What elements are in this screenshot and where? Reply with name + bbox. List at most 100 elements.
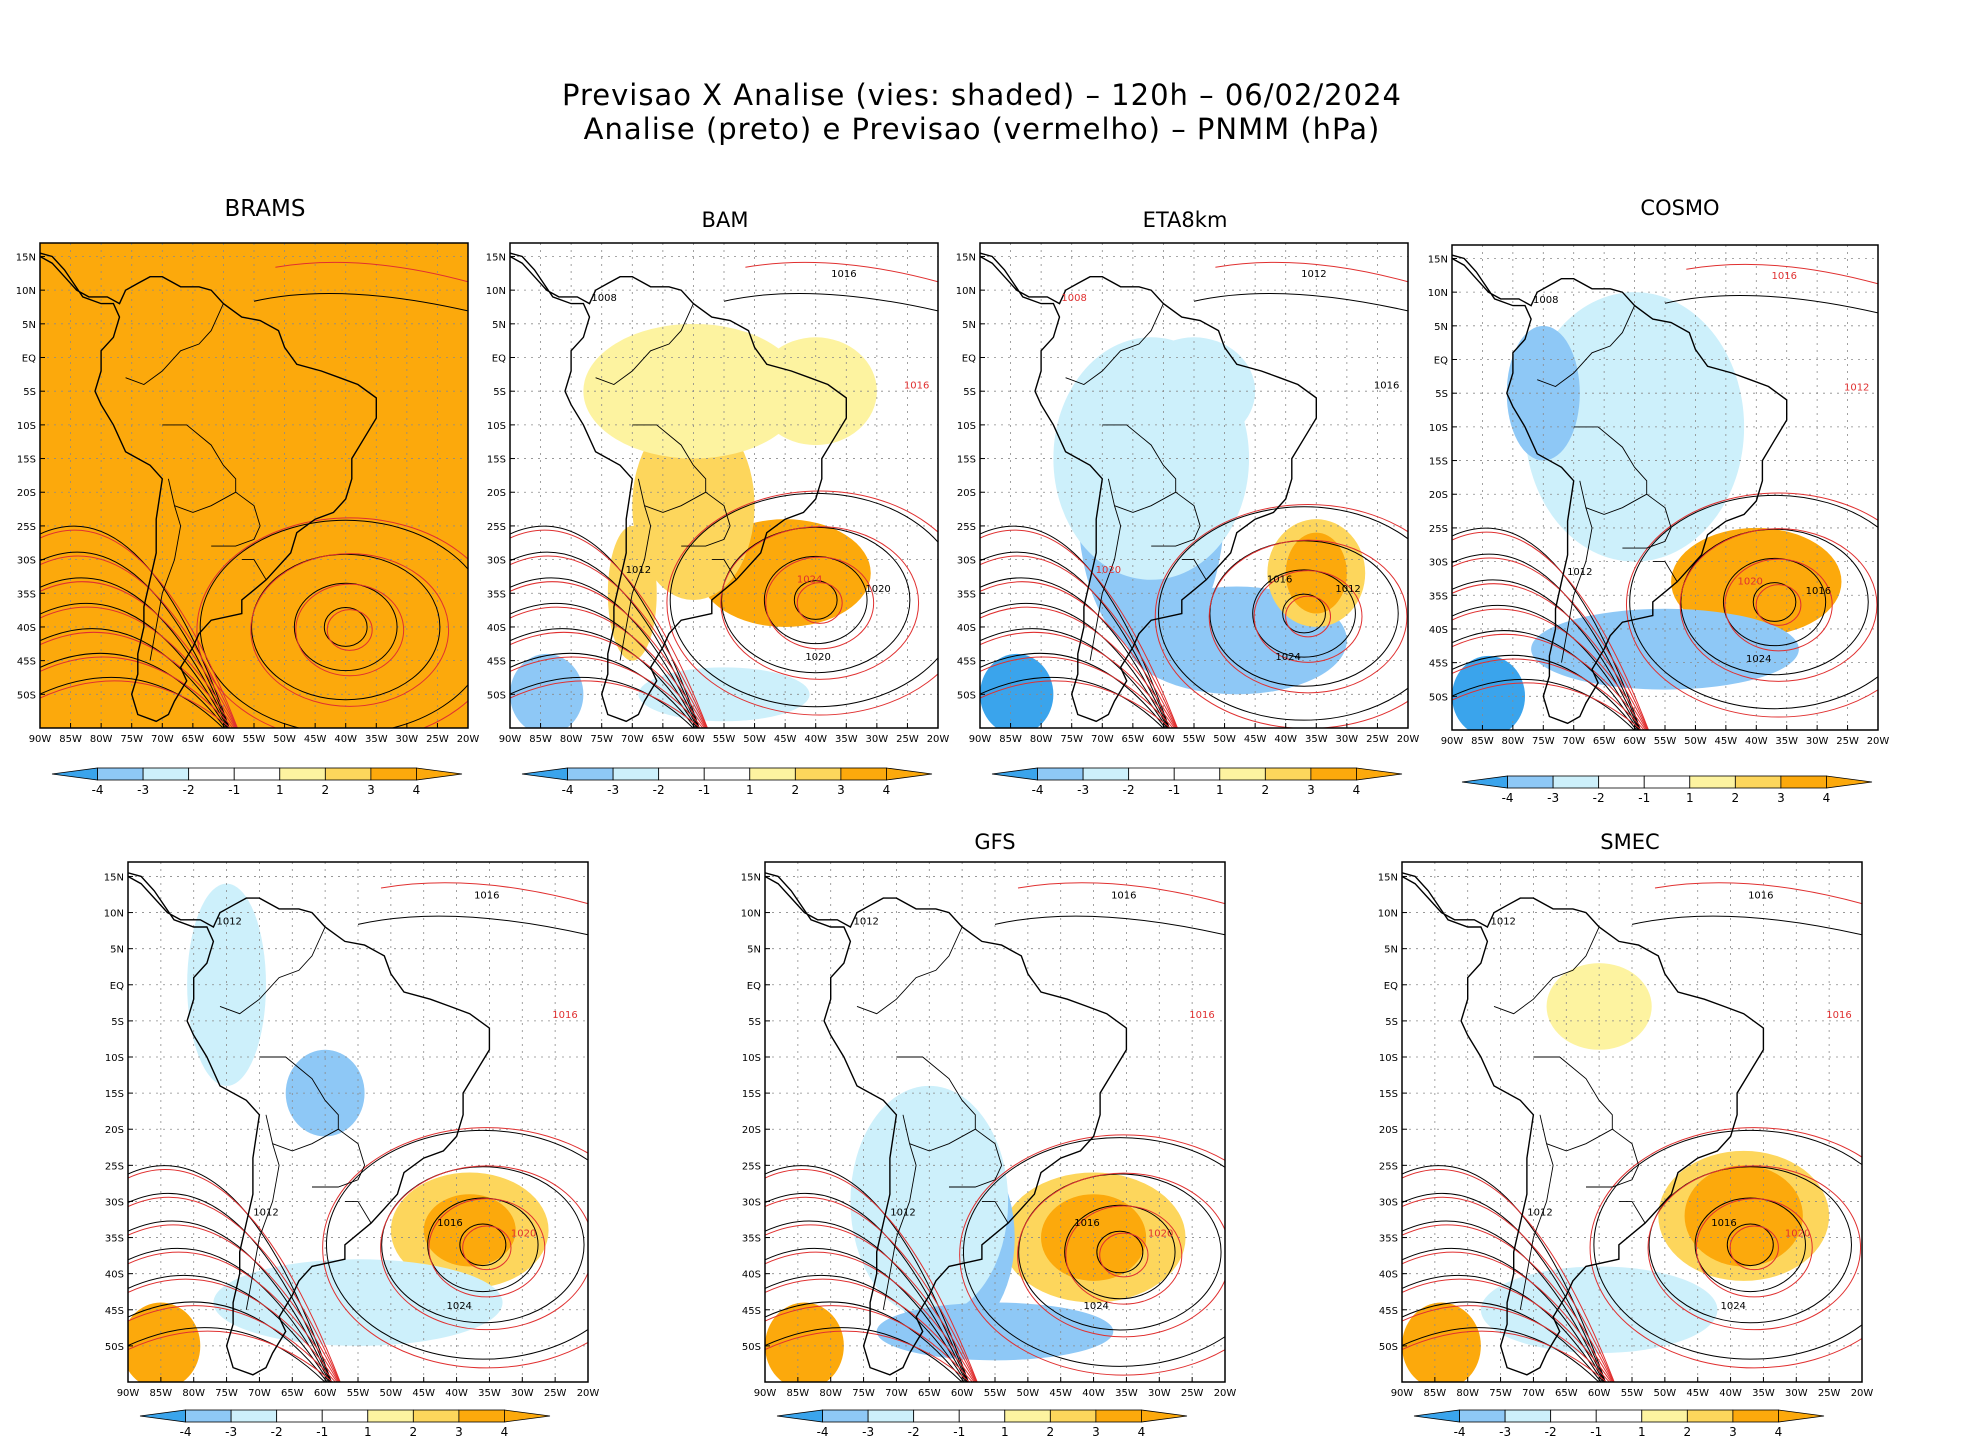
lat-tick-label: EQ [22,354,36,365]
lat-tick-label: 15S [742,1089,761,1100]
colorbar-tick-label: -3 [862,1425,874,1436]
isobar-analysis [1452,630,1639,730]
lat-tick-label: 25S [17,522,36,533]
colorbar-bin [458,1409,505,1423]
lat-tick-label: 10N [486,286,506,297]
lat-tick-label: 20S [742,1125,761,1136]
colorbar-bin [1219,767,1266,781]
colorbar-bin [367,1409,414,1423]
isobar-analysis [128,1220,331,1382]
isobar-forecast [128,1251,339,1382]
isobar-analysis [1452,553,1641,730]
bias-shade [1267,519,1366,627]
lat-tick-label: 10N [741,909,761,920]
lat-tick-label: 5N [22,320,36,331]
lat-tick-label: 45S [1429,659,1448,670]
lon-tick-label: 65W [1593,736,1616,747]
lon-tick-label: 25W [1836,736,1859,747]
colorbar-arrow-left [521,767,568,781]
country-border [1493,926,1600,1015]
country-border [259,1056,339,1152]
isobar-analysis [1402,1165,1606,1382]
isobar-analysis [1452,604,1640,730]
colorbar-tick-label: -1 [953,1425,965,1436]
lat-tick-label: 25S [742,1161,761,1172]
panel-label-brams: BRAMS [224,196,306,222]
lat-tick-label: 30S [105,1197,124,1208]
isobar-analysis [128,1327,326,1382]
lat-tick-label: 30S [1429,558,1448,569]
lat-tick-label: EQ [747,981,761,992]
lon-tick-label: 40W [334,734,357,745]
lon-tick-label: 50W [380,1388,403,1399]
coastline [765,872,1128,1376]
lon-tick-label: 55W [1654,736,1677,747]
colorbar-arrow-left [139,1409,186,1423]
lat-tick-label: 50S [17,690,36,701]
isobar-analysis [765,1327,963,1382]
isobar-forecast [40,581,237,728]
lat-tick-label: 20S [1429,490,1448,501]
lat-tick-label: 5S [23,387,36,398]
country-border [1561,480,1593,663]
isobar-analysis [1629,494,1878,710]
colorbar-tick-label: -4 [1032,783,1044,797]
lon-tick-label: 65W [182,734,205,745]
lon-tick-label: 55W [713,734,736,745]
colorbar-tick-label: 4 [1775,1425,1783,1436]
colorbar-bin [233,767,281,781]
lat-tick-label: 25S [1429,524,1448,535]
map-eta8km: 1012 1008 1016 1012 1016 1020 1024 15N 10N 5N EQ 5S… [956,242,1419,745]
lat-tick-label: 10S [957,421,976,432]
isobar-analysis [510,676,694,728]
colorbar-tick-label: -4 [1502,791,1514,805]
isobar-forecast [380,882,588,905]
lat-tick-label: 35S [957,589,976,600]
isobar-forecast [128,1196,341,1382]
colorbar-tick-label: -3 [1499,1425,1511,1436]
colorbar-tick-label: 1 [1638,1425,1646,1436]
country-border [1181,559,1207,581]
country-border [711,559,737,581]
lat-tick-label: 10N [1378,909,1398,920]
isobar-forecast [40,656,234,728]
bias-shade [1132,337,1256,446]
isobar-forecast [40,606,237,728]
lon-tick-label: 50W [1017,1388,1040,1399]
contour-label: 1012 [1567,567,1592,578]
lon-tick-label: 85W [529,734,552,745]
isobar-forecast [1589,1127,1862,1369]
lon-tick-label: 40W [1719,1388,1742,1399]
map-unlabeled: 1016 1012 1016 1020 1016 1012 1024 15N 10N 5N EQ 5S… [104,861,599,1399]
lat-tick-label: 25S [105,1161,124,1172]
isobar-forecast [1452,608,1648,730]
isobar-forecast [765,1196,978,1382]
lat-tick-label: 5S [1435,389,1448,400]
isobar-forecast [1647,1165,1862,1331]
colorbar-arrow-left [1413,1409,1460,1423]
lat-tick-label: 5N [1434,322,1448,333]
colorbar-tick-label: -4 [180,1425,192,1436]
contour-label: 1012 [853,916,878,927]
lat-tick-label: 50S [1379,1342,1398,1353]
isobar-forecast [510,606,707,728]
lon-tick-label: 50W [1684,736,1707,747]
isobar-forecast [510,656,704,728]
map-bam: 1016 1008 1016 1020 1024 1012 1020 15N 10N 5N EQ 5S… [486,242,949,745]
colorbar-bin [1037,767,1084,781]
contour-label: 1016 [1074,1218,1099,1229]
isobar-forecast [40,529,238,728]
lon-tick-label: 30W [1785,1388,1808,1399]
colorbar-tick-label: -1 [228,783,240,797]
isobar-forecast [1452,658,1645,730]
lon-tick-label: 25W [1366,734,1389,745]
lon-tick-label: 30W [511,1388,534,1399]
colorbar-tick-label: -3 [225,1425,237,1436]
panel-label-cosmo: COSMO [1640,196,1720,220]
isobar-analysis [40,525,230,728]
colorbar-tick-label: -4 [92,783,104,797]
isobar-analysis [1452,654,1637,730]
lon-tick-label: 70W [151,734,174,745]
colorbar-tick-label: 4 [1138,1425,1146,1436]
contour-label: 1024 [1083,1301,1108,1312]
